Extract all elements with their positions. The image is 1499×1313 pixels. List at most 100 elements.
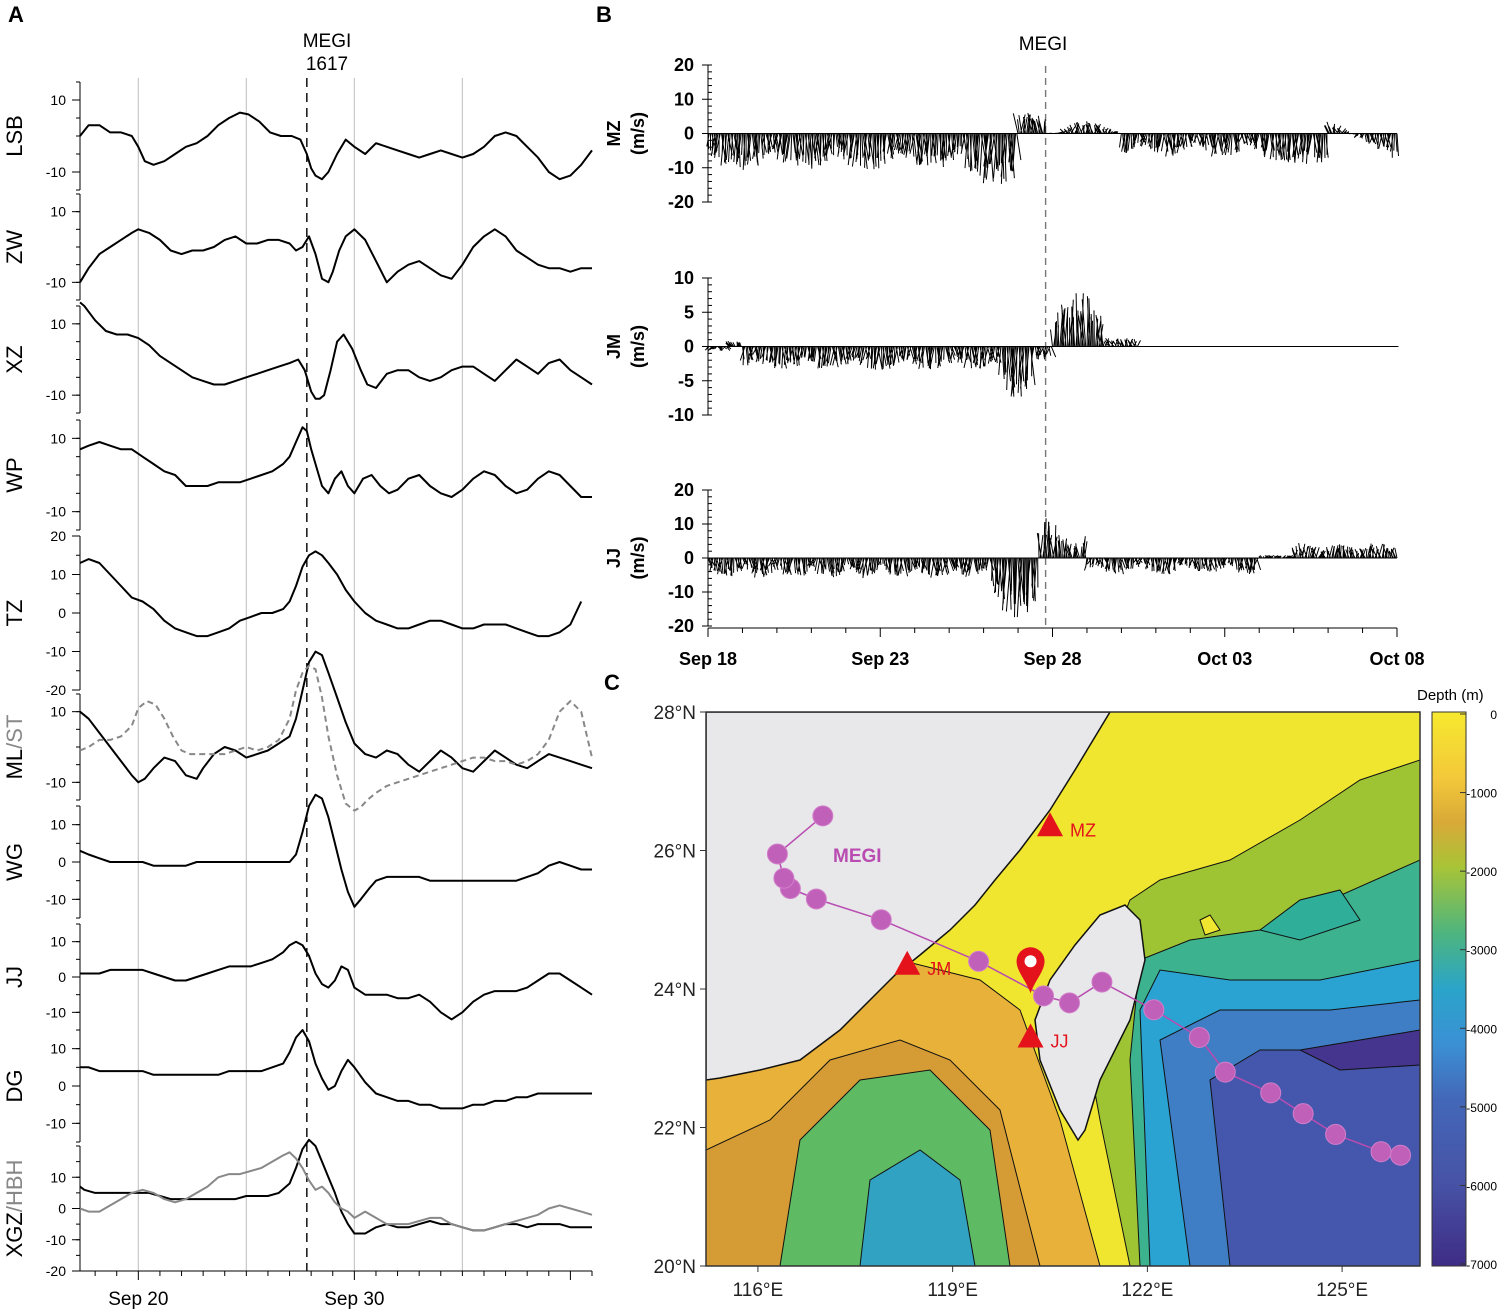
y-tick-label: 0 — [58, 854, 66, 870]
colorbar-tick-label: -2000 — [1466, 865, 1497, 879]
y-tick-label: 0 — [684, 548, 694, 568]
y-tick-label: 0 — [684, 124, 694, 144]
track-point — [1325, 1123, 1347, 1145]
unit-label: (m/s) — [628, 325, 648, 368]
station-label-WG: WG — [2, 843, 27, 881]
series-line-XZ — [79, 301, 593, 400]
panel-a-timeseries: 10 -10 LSB 10 -10 ZW 10 -10 XZ 10 -10 WP 20 10 0 -10 -20… — [2, 78, 593, 1310]
y-tick-label: -10 — [46, 1115, 66, 1131]
depth-band-9 — [1298, 1029, 1420, 1071]
y-tick-label: -10 — [668, 158, 694, 178]
y-tick-label: -10 — [46, 644, 66, 660]
station-label-MZ: MZ — [604, 121, 624, 147]
track-point — [1091, 971, 1113, 993]
y-tick-label: -10 — [46, 774, 66, 790]
storm-name-label: MEGI — [833, 846, 882, 867]
panel-letter-b: B — [596, 2, 612, 27]
lat-label: 26°N — [654, 842, 696, 863]
track-point — [1292, 1103, 1314, 1125]
y-tick-label: 20 — [674, 480, 694, 500]
series-line-LSB — [79, 111, 593, 181]
y-tick-label: -10 — [668, 582, 694, 602]
track-point — [766, 843, 788, 865]
y-tick-label: 20 — [50, 528, 66, 544]
station-triangle-JM — [894, 950, 921, 975]
track-point — [1390, 1144, 1412, 1166]
series-line-ST — [79, 664, 593, 812]
y-tick-label: -20 — [668, 192, 694, 212]
station-label-JM: JM — [604, 334, 624, 359]
colorbar-tick-label: -5000 — [1466, 1101, 1497, 1115]
series-line-ZW — [79, 228, 592, 284]
y-tick-label: 10 — [674, 268, 694, 288]
location-pin-hole — [1024, 955, 1037, 968]
series-line-XGZ — [79, 1138, 592, 1235]
station-label-WP: WP — [2, 457, 27, 492]
colorbar-tick-label: -4000 — [1466, 1022, 1497, 1036]
x-tick-label: Oct 08 — [1369, 649, 1424, 669]
y-tick-label: 0 — [684, 337, 694, 357]
panel-a-event-label: MEGI — [303, 31, 352, 52]
station-label-JJ: JJ — [604, 548, 624, 568]
station-map-label-JM: JM — [927, 959, 951, 979]
x-tick-label: Sep 30 — [324, 1289, 384, 1310]
track-point — [968, 950, 990, 972]
track-point — [870, 909, 892, 931]
y-tick-label: -20 — [668, 616, 694, 636]
station-label-ZW: ZW — [2, 230, 27, 264]
y-tick-label: 5 — [684, 302, 694, 322]
track-point — [1033, 985, 1055, 1007]
colorbar — [1431, 711, 1467, 1267]
track-point — [805, 888, 827, 910]
y-tick-label: 10 — [50, 1169, 66, 1185]
y-tick-label: -10 — [46, 164, 66, 180]
station-label-ML-ST: ML/ST — [2, 715, 27, 780]
y-tick-label: 10 — [50, 704, 66, 720]
unit-label: (m/s) — [628, 536, 648, 579]
y-tick-label: 20 — [674, 55, 694, 75]
y-tick-label: 10 — [50, 567, 66, 583]
location-pin-icon — [1016, 947, 1045, 994]
map-layers — [706, 712, 1420, 1266]
colorbar-tick-label: -7000 — [1466, 1258, 1497, 1272]
wind-vectors-JM — [704, 293, 1399, 397]
colorbar-tick-label: -6000 — [1466, 1179, 1497, 1193]
colorbar-tick-label: -3000 — [1466, 944, 1497, 958]
x-tick-label: Sep 23 — [851, 649, 909, 669]
track-point — [1188, 1026, 1210, 1048]
panel-b-event-label: MEGI — [1019, 34, 1068, 55]
panel-letter-a: A — [8, 2, 24, 27]
y-tick-label: 10 — [50, 204, 66, 220]
station-label-LSB: LSB — [2, 115, 27, 157]
y-tick-label: -20 — [46, 682, 66, 698]
y-tick-label: -10 — [46, 504, 66, 520]
x-tick-label: Oct 03 — [1197, 649, 1252, 669]
lon-label: 119°E — [927, 1280, 978, 1301]
station-map-label-MZ: MZ — [1070, 820, 1096, 840]
series-line-TZ — [79, 550, 583, 638]
unit-label: (m/s) — [628, 112, 648, 155]
lat-label: 22°N — [654, 1119, 696, 1140]
lon-label: 116°E — [733, 1280, 784, 1301]
track-point — [1370, 1141, 1392, 1163]
y-tick-label: -10 — [46, 1232, 66, 1248]
track-point — [1058, 992, 1080, 1014]
x-tick-label: Sep 18 — [679, 649, 737, 669]
station-map-label-JJ: JJ — [1051, 1031, 1069, 1051]
colorbar-tick-label: 0 — [1490, 708, 1497, 722]
x-tick-label: Sep 28 — [1023, 649, 1081, 669]
panel-a-event-time: 1617 — [306, 54, 348, 75]
track-point — [773, 867, 795, 889]
series-line-JJ — [80, 940, 593, 1021]
y-tick-label: 10 — [50, 817, 66, 833]
station-label-part-1: ML — [2, 749, 27, 780]
lon-label: 125°E — [1316, 1280, 1368, 1301]
station-label-XGZ-HBH: XGZ/HBH — [2, 1160, 27, 1258]
station-triangle-MZ — [1037, 812, 1064, 837]
y-tick-label: 0 — [58, 969, 66, 985]
lat-label: 20°N — [654, 1257, 696, 1278]
station-label-JJ: JJ — [2, 966, 27, 988]
series-line-DG — [80, 1029, 592, 1110]
depth-band-5 — [859, 1149, 976, 1266]
